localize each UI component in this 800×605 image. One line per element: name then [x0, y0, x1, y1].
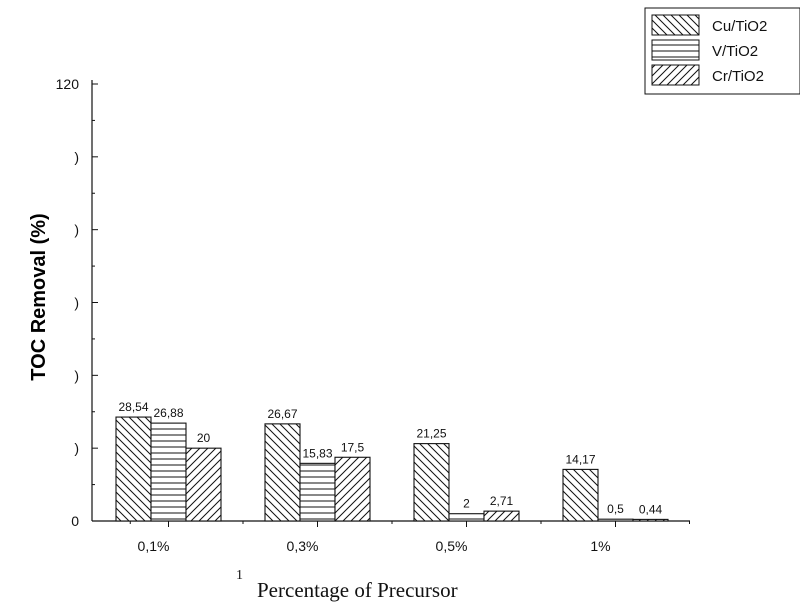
bar — [299, 462, 336, 522]
y-tick-label: ) — [74, 149, 79, 165]
y-tick-label: 0 — [71, 513, 79, 529]
data-label: 2 — [463, 497, 470, 511]
data-label: 15,83 — [302, 446, 332, 460]
data-label: 28,54 — [118, 400, 148, 414]
bar — [413, 443, 450, 522]
data-label: 26,88 — [153, 406, 183, 420]
bar — [632, 518, 669, 522]
y-axis: 0))))) 120 — [56, 76, 98, 529]
legend-label: Cu/TiO2 — [712, 18, 767, 35]
y-tick-label: ) — [74, 222, 79, 238]
legend-label: Cr/TiO2 — [712, 68, 764, 85]
data-label: 21,25 — [416, 427, 446, 441]
x-tick-label: 0,5% — [436, 538, 468, 554]
bar — [448, 513, 485, 522]
data-label: 17,5 — [341, 440, 365, 454]
x-tick-label: 1% — [590, 538, 610, 554]
y-tick-label: ) — [74, 295, 79, 311]
y-tick-label: ) — [74, 367, 79, 383]
legend-label: V/TiO2 — [712, 43, 758, 60]
y-tick-label: ) — [74, 440, 79, 456]
bar — [115, 416, 152, 522]
bar — [562, 468, 599, 522]
bar — [185, 447, 222, 522]
x-axis-label: Percentage of Precursor — [257, 578, 458, 602]
y-axis-label: TOC Removal (%) — [28, 213, 50, 380]
y-tick-label: 120 — [56, 76, 80, 92]
x-tick-label: 0,3% — [287, 538, 319, 554]
data-labels: 28,54 26,67 21,25 14,17 26,88 15,83 2 0,5 20 17,5… — [118, 400, 662, 516]
data-label: 2,71 — [490, 494, 514, 508]
data-label: 0,5 — [607, 502, 624, 516]
bars — [115, 416, 669, 522]
bar — [483, 510, 520, 522]
data-label: 14,17 — [565, 452, 595, 466]
x-tick-label: 0,1% — [138, 538, 170, 554]
bar — [597, 518, 634, 522]
bar — [264, 423, 301, 522]
data-label: 26,67 — [267, 407, 297, 421]
legend-swatch — [651, 39, 700, 61]
bar — [150, 422, 187, 522]
stray-mark: 1 — [236, 568, 243, 583]
legend: Cu/TiO2 V/TiO2 Cr/TiO2 — [644, 7, 800, 95]
data-label: 20 — [197, 431, 211, 445]
x-axis: 0,1% 0,3% 0,5% 1% — [92, 520, 690, 554]
data-label: 0,44 — [639, 502, 663, 516]
legend-swatch — [651, 14, 700, 36]
legend-swatch — [651, 64, 700, 86]
bar — [334, 456, 371, 522]
